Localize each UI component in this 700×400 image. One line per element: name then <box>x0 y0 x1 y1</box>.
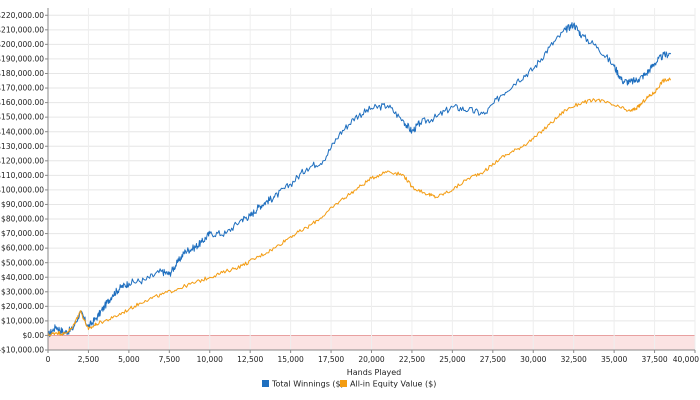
x-tick-label: 7,500 <box>159 355 181 364</box>
y-tick-label: $150,000.00 <box>0 113 44 122</box>
legend-label: All-in Equity Value ($) <box>350 380 436 389</box>
y-tick-label: $80,000.00 <box>1 215 44 224</box>
x-tick-label: 30,000 <box>520 355 546 364</box>
legend-swatch <box>340 380 347 387</box>
x-tick-label: 22,500 <box>399 355 425 364</box>
x-tick-labels: 0 2,500 5,000 7,500 10,000 12,500 15,000 17,500… <box>46 350 699 364</box>
y-tick-label: $70,000.00 <box>1 229 44 238</box>
x-tick-label: 25,000 <box>439 355 465 364</box>
x-tick-label: 15,000 <box>278 355 304 364</box>
y-tick-label: $10,000.00 <box>1 316 44 325</box>
y-tick-labels: -$10,000.00 $0.00 $10,000.00 $20,000.00 $30,… <box>0 11 48 355</box>
y-tick-label: $40,000.00 <box>1 273 44 282</box>
x-tick-label: 17,500 <box>318 355 344 364</box>
series-layer <box>47 22 672 338</box>
y-tick-label: $20,000.00 <box>1 302 44 311</box>
legend: Total Winnings ($) All-in Equity Value ($… <box>262 380 436 389</box>
y-tick-label: $160,000.00 <box>0 98 44 107</box>
x-tick-label: 0 <box>46 355 51 364</box>
y-tick-label: $130,000.00 <box>0 142 44 151</box>
y-tick-label: $90,000.00 <box>1 200 44 209</box>
legend-label: Total Winnings ($) <box>271 380 344 389</box>
y-tick-label: $180,000.00 <box>0 69 44 78</box>
series-line-all-in-equity <box>47 77 672 337</box>
y-tick-label: -$10,000.00 <box>0 346 44 355</box>
x-tick-label: 37,500 <box>641 355 667 364</box>
y-tick-label: $140,000.00 <box>0 127 44 136</box>
y-tick-label: $50,000.00 <box>1 258 44 267</box>
x-tick-label: 12,500 <box>237 355 263 364</box>
y-tick-label: $190,000.00 <box>0 55 44 64</box>
x-tick-label: 5,000 <box>118 355 140 364</box>
y-tick-label: $210,000.00 <box>0 25 44 34</box>
x-axis-title: Hands Played <box>347 368 401 377</box>
series-line-total-winnings <box>47 22 672 338</box>
x-tick-label: 2,500 <box>78 355 100 364</box>
y-tick-label: $60,000.00 <box>1 244 44 253</box>
legend-swatch <box>262 380 269 387</box>
x-tick-label: 35,000 <box>601 355 627 364</box>
y-tick-label: $200,000.00 <box>0 40 44 49</box>
y-tick-label: $100,000.00 <box>0 186 44 195</box>
x-tick-label: 10,000 <box>197 355 223 364</box>
y-tick-label: $0.00 <box>23 331 45 340</box>
y-tick-label: $170,000.00 <box>0 84 44 93</box>
x-tick-label: 32,500 <box>561 355 587 364</box>
x-tick-label: 27,500 <box>480 355 506 364</box>
x-tick-label: 20,000 <box>358 355 384 364</box>
y-tick-label: $30,000.00 <box>1 287 44 296</box>
y-tick-label: $120,000.00 <box>0 156 44 165</box>
x-tick-label: 40,000 <box>673 355 699 364</box>
y-tick-label: $110,000.00 <box>0 171 44 180</box>
gridlines <box>47 8 696 351</box>
y-tick-label: $220,000.00 <box>0 11 44 20</box>
